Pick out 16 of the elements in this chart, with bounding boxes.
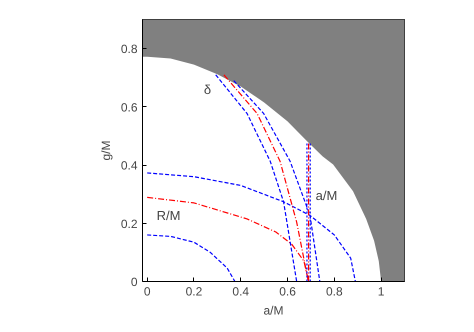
x-tick-label: 0.6: [279, 284, 296, 298]
annotation: a/M: [316, 188, 338, 203]
x-axis-title: a/M: [264, 304, 284, 318]
x-tick-label: 0.4: [232, 284, 250, 298]
y-tick-label: 0: [130, 275, 138, 289]
y-tick-label: 0.8: [120, 42, 138, 56]
annotation: R/M: [156, 208, 180, 223]
y-axis-title: g/M: [98, 140, 113, 160]
y-tick-label: 0.2: [120, 216, 138, 231]
x-tick-label: 0.2: [186, 284, 203, 298]
y-tick-label: 0.6: [120, 100, 138, 114]
y-tick-label: 0.4: [120, 158, 138, 173]
x-tick-label: 0.8: [326, 284, 343, 298]
x-tick-label: 0: [144, 284, 151, 298]
annotation: δ: [204, 82, 212, 97]
x-tick-label: 1: [378, 284, 385, 298]
